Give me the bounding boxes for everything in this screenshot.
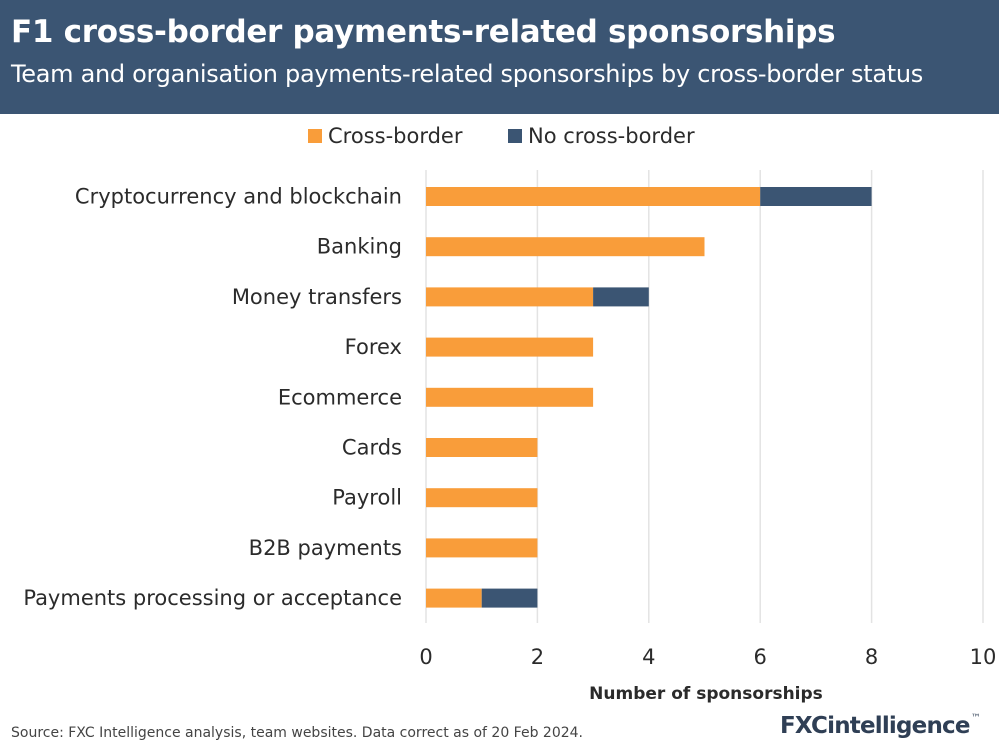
fxc-intelligence-logo: FXCintelligence™ — [780, 713, 981, 739]
bar-cross-border — [426, 337, 594, 357]
category-label: B2B payments — [249, 536, 402, 560]
category-label: Cards — [342, 436, 402, 460]
legend-label-no-cross-border: No cross-border — [528, 124, 695, 148]
bar-cross-border — [426, 438, 538, 457]
chart-header: F1 cross-border payments-related sponsor… — [0, 0, 999, 114]
category-label: Cryptocurrency and blockchain — [75, 185, 402, 209]
legend-swatch-cross-border — [308, 129, 322, 143]
legend-item-cross-border: Cross-border — [308, 124, 462, 148]
logo-text: FXCintelligence — [780, 713, 970, 739]
logo-trademark: ™ — [970, 713, 981, 724]
x-tick-label-4: 4 — [642, 645, 655, 669]
legend-label-cross-border: Cross-border — [328, 124, 463, 148]
x-tick-label-0: 0 — [419, 645, 432, 669]
chart-subtitle: Team and organisation payments-related s… — [11, 60, 923, 88]
chart-title: F1 cross-border payments-related sponsor… — [11, 14, 836, 50]
bar-no-cross-border — [481, 588, 538, 608]
x-axis-title: Number of sponsorships — [589, 684, 823, 704]
bar-cross-border — [426, 538, 538, 558]
chart-legend: Cross-border No cross-border — [0, 124, 999, 154]
legend-item-no-cross-border: No cross-border — [508, 124, 695, 148]
x-tick-label-2: 2 — [531, 645, 544, 669]
bar-cross-border — [426, 237, 705, 257]
bar-cross-border — [426, 387, 594, 407]
bar-cross-border — [426, 588, 482, 608]
category-label: Ecommerce — [278, 385, 402, 409]
category-label: Payroll — [332, 486, 402, 510]
x-tick-label-8: 8 — [865, 645, 878, 669]
bar-cross-border — [426, 187, 761, 206]
category-label: Payments processing or acceptance — [23, 586, 402, 610]
category-label: Money transfers — [232, 285, 402, 309]
bar-no-cross-border — [593, 287, 649, 307]
x-tick-label-6: 6 — [754, 645, 767, 669]
category-label: Banking — [317, 235, 402, 259]
legend-swatch-no-cross-border — [508, 129, 522, 143]
bar-cross-border — [426, 488, 538, 508]
bar-cross-border — [426, 287, 594, 307]
category-label: Forex — [345, 335, 402, 359]
bar-no-cross-border — [760, 187, 872, 206]
source-note: Source: FXC Intelligence analysis, team … — [11, 725, 583, 741]
x-tick-label-10: 10 — [970, 645, 997, 669]
